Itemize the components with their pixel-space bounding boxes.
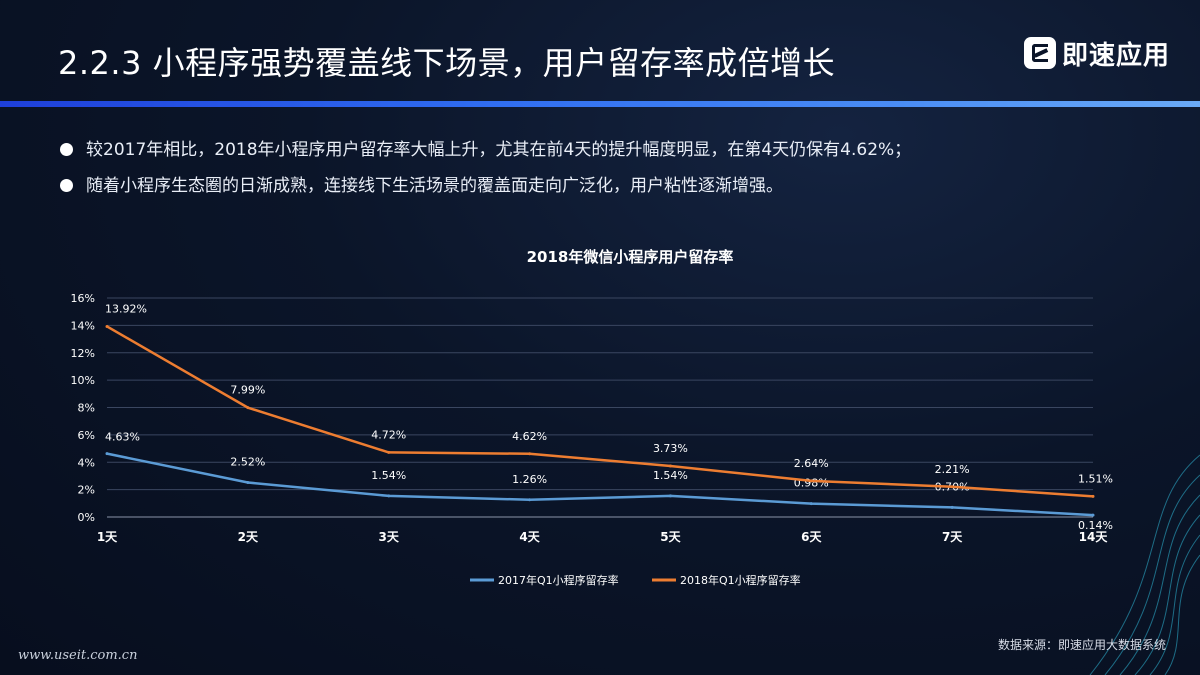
x-tick-label: 4天 (519, 530, 540, 544)
y-tick-label: 2% (78, 484, 95, 497)
data-point (105, 324, 109, 328)
legend-label: 2018年Q1小程序留存率 (680, 573, 801, 587)
data-label: 3.73% (653, 442, 688, 455)
y-tick-label: 10% (71, 374, 95, 387)
y-tick-label: 0% (78, 511, 95, 524)
summary-bullets: 较2017年相比，2018年小程序用户留存率大幅上升，尤其在前4天的提升幅度明显… (60, 132, 911, 204)
data-label: 4.72% (371, 428, 406, 441)
data-label: 1.26% (512, 473, 547, 486)
watermark: www.useit.com.cn (18, 648, 138, 663)
logo-text: 即速应用 (1062, 40, 1171, 71)
data-point (668, 464, 672, 468)
data-label: 1.51% (1078, 472, 1113, 485)
data-label: 13.92% (105, 302, 147, 315)
y-tick-label: 8% (78, 402, 95, 415)
data-point (387, 494, 391, 498)
x-tick-label: 7天 (942, 530, 963, 544)
y-tick-label: 16% (71, 292, 95, 305)
chart-title: 2018年微信小程序用户留存率 (526, 248, 734, 266)
bullet-item: 随着小程序生态圈的日渐成熟，连接线下生活场景的覆盖面走向广泛化，用户粘性逐渐增强… (60, 168, 911, 204)
data-source: 数据来源：即速应用大数据系统 (997, 638, 1166, 652)
y-tick-label: 12% (71, 347, 95, 360)
legend-label: 2017年Q1小程序留存率 (498, 573, 619, 587)
logo-icon (1024, 37, 1056, 69)
x-tick-label: 3天 (379, 530, 400, 544)
header-divider (0, 101, 1200, 107)
bullet-dot-icon (60, 179, 73, 192)
data-label: 2.21% (935, 463, 970, 476)
data-label: 4.62% (512, 430, 547, 443)
data-point (668, 494, 672, 498)
y-tick-label: 4% (78, 456, 95, 469)
y-tick-label: 6% (78, 429, 95, 442)
data-label: 1.54% (371, 469, 406, 482)
data-label: 7.99% (230, 384, 265, 397)
x-tick-label: 14天 (1079, 530, 1109, 544)
data-label: 0.14% (1078, 519, 1113, 532)
data-point (528, 498, 532, 502)
data-point (246, 406, 250, 410)
bullet-text: 随着小程序生态圈的日渐成熟，连接线下生活场景的覆盖面走向广泛化，用户粘性逐渐增强… (86, 176, 783, 196)
bullet-item: 较2017年相比，2018年小程序用户留存率大幅上升，尤其在前4天的提升幅度明显… (60, 132, 911, 168)
x-tick-label: 5天 (660, 530, 681, 544)
data-label: 2.64% (794, 457, 829, 470)
slide-title: 2.2.3 小程序强势覆盖线下场景，用户留存率成倍增长 (58, 44, 836, 82)
data-point (387, 450, 391, 454)
brand-logo: 即速应用 (1024, 36, 1171, 71)
data-point (528, 452, 532, 456)
data-point (1091, 494, 1095, 498)
data-point (809, 479, 813, 483)
data-label: 4.63% (105, 431, 140, 444)
x-tick-label: 2天 (238, 530, 259, 544)
data-point (950, 505, 954, 509)
decorative-wave (1089, 454, 1200, 675)
bullet-text: 较2017年相比，2018年小程序用户留存率大幅上升，尤其在前4天的提升幅度明显… (86, 140, 912, 160)
data-point (1091, 513, 1095, 517)
data-label: 1.54% (653, 469, 688, 482)
x-tick-label: 6天 (801, 530, 822, 544)
data-label: 2.52% (230, 456, 265, 469)
series-line (106, 325, 1094, 498)
data-point (246, 481, 250, 485)
series-line (106, 452, 1094, 517)
y-tick-label: 14% (71, 319, 95, 332)
bullet-dot-icon (60, 143, 73, 156)
x-tick-label: 1天 (97, 530, 118, 544)
data-point (809, 502, 813, 506)
data-point (950, 485, 954, 489)
data-point (105, 452, 109, 456)
